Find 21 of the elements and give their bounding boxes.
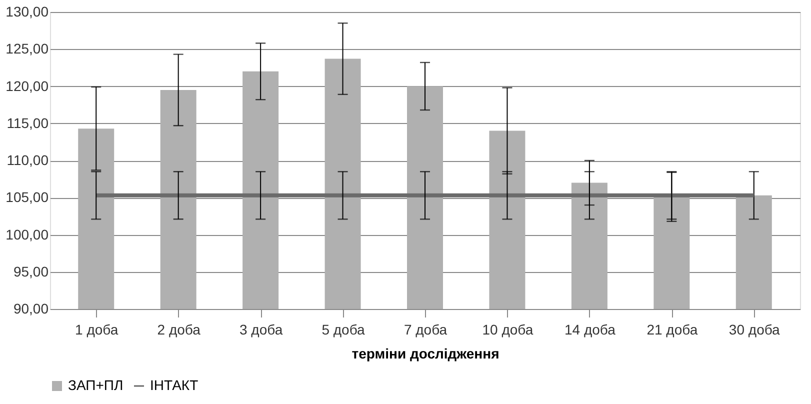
y-tick-label: 115,00 <box>6 114 49 131</box>
y-tick-label: 125,00 <box>6 40 49 57</box>
y-tick-label: 90,00 <box>13 300 49 316</box>
y-tick-label: 120,00 <box>6 78 49 94</box>
y-tick-label: 110,00 <box>6 152 49 168</box>
y-tick-label: 105,00 <box>6 189 49 206</box>
legend-label: ЗАП+ПЛ <box>68 377 124 393</box>
y-tick-label: 130,00 <box>6 4 49 20</box>
x-tick-label: 2 доба <box>157 322 201 338</box>
x-tick-label: 7 доба <box>404 322 448 338</box>
x-axis-title: терміни дослідження <box>352 346 500 362</box>
x-tick-label: 14 доба <box>564 322 616 338</box>
x-tick-label: 10 доба <box>482 322 534 338</box>
x-tick-label: 3 доба <box>239 322 283 338</box>
legend-label: ІНТАКТ <box>150 377 199 393</box>
y-tick-label: 100,00 <box>6 226 49 242</box>
x-tick-label: 30 доба <box>728 322 780 338</box>
y-tick-label: 95,00 <box>13 263 49 280</box>
x-tick-label: 21 доба <box>646 322 698 338</box>
x-tick-label: 5 доба <box>322 322 366 338</box>
x-tick-label: 1 доба <box>75 322 118 338</box>
